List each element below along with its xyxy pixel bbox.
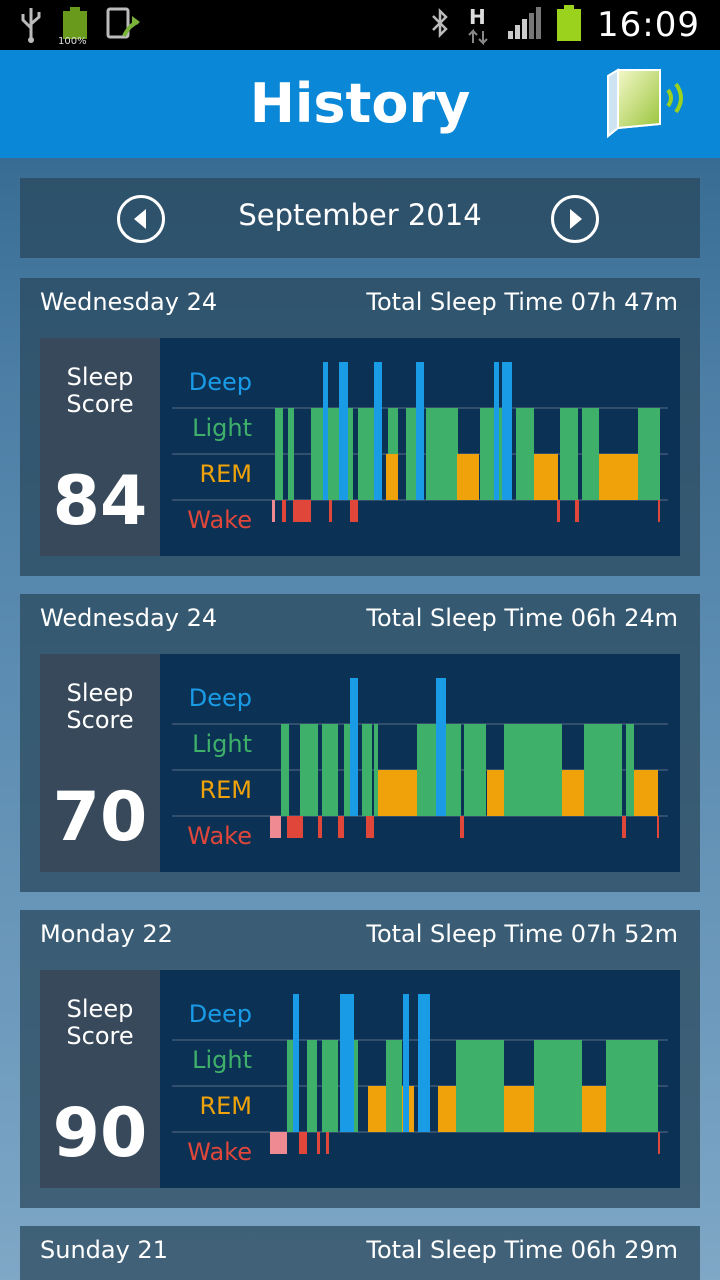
signal-icon xyxy=(507,7,542,43)
battery-percent-label: 100% xyxy=(58,36,87,47)
stage-label-wake: Wake xyxy=(187,1138,252,1166)
night-card[interactable]: Wednesday 24 Total Sleep Time 07h 47m Sl… xyxy=(20,278,700,576)
app-header: History xyxy=(0,50,720,158)
sleep-score-label: Sleep Score xyxy=(66,679,134,734)
stage-label-deep: Deep xyxy=(188,684,252,712)
sleep-score-label: Sleep Score xyxy=(66,363,134,418)
next-month-button[interactable] xyxy=(551,195,599,243)
night-day-label: Monday 22 xyxy=(40,920,173,948)
battery-icon xyxy=(557,5,582,45)
status-left: 100% xyxy=(18,4,142,48)
stage-label-rem: REM xyxy=(199,1092,252,1120)
sleep-score-value: 90 xyxy=(52,1094,148,1173)
hypnogram-chart: Deep Light REM Wake xyxy=(160,654,680,872)
stage-label-light: Light xyxy=(192,1046,252,1074)
stage-label-light: Light xyxy=(192,414,252,442)
usb-icon xyxy=(18,4,44,48)
sleep-score-box: Sleep Score 90 xyxy=(40,970,160,1188)
month-navigator: September 2014 xyxy=(20,178,700,258)
sleep-score-value: 70 xyxy=(52,778,148,857)
bluetooth-icon xyxy=(429,7,451,43)
sleep-device-wireless-icon[interactable] xyxy=(604,68,690,144)
sleep-score-value: 84 xyxy=(52,462,148,541)
total-sleep-time: Total Sleep Time 06h 29m xyxy=(366,1236,678,1264)
sleep-score-box: Sleep Score 70 xyxy=(40,654,160,872)
hypnogram-graphic xyxy=(172,994,668,1154)
stage-label-light: Light xyxy=(192,730,252,758)
night-day-label: Wednesday 24 xyxy=(40,288,218,316)
chevron-left-icon xyxy=(134,209,146,229)
stage-label-wake: Wake xyxy=(187,506,252,534)
page-title: History xyxy=(249,72,471,135)
network-arrows-icon: H xyxy=(467,5,491,45)
month-label: September 2014 xyxy=(238,198,482,232)
night-day-label: Sunday 21 xyxy=(40,1236,168,1264)
night-card[interactable]: Sunday 21 Total Sleep Time 06h 29m xyxy=(20,1226,700,1280)
hypnogram-chart: Deep Light REM Wake xyxy=(160,338,680,556)
stage-label-deep: Deep xyxy=(188,368,252,396)
hypnogram-chart: Deep Light REM Wake xyxy=(160,970,680,1188)
status-bar: 100% H 16:09 xyxy=(0,0,720,50)
stage-label-deep: Deep xyxy=(188,1000,252,1028)
previous-month-button[interactable] xyxy=(117,195,165,243)
chevron-right-icon xyxy=(570,209,582,229)
status-right: H 16:09 xyxy=(429,0,700,50)
sleep-score-label: Sleep Score xyxy=(66,995,134,1050)
night-card[interactable]: Wednesday 24 Total Sleep Time 06h 24m Sl… xyxy=(20,594,700,892)
total-sleep-time: Total Sleep Time 07h 52m xyxy=(366,920,678,948)
status-clock: 16:09 xyxy=(597,5,700,45)
battery-icon: 100% xyxy=(58,7,88,47)
sync-icon xyxy=(106,6,142,46)
night-day-label: Wednesday 24 xyxy=(40,604,218,632)
hypnogram-graphic xyxy=(172,678,668,838)
total-sleep-time: Total Sleep Time 06h 24m xyxy=(366,604,678,632)
stage-label-wake: Wake xyxy=(187,822,252,850)
total-sleep-time: Total Sleep Time 07h 47m xyxy=(366,288,678,316)
night-card[interactable]: Monday 22 Total Sleep Time 07h 52m Sleep… xyxy=(20,910,700,1208)
stage-label-rem: REM xyxy=(199,460,252,488)
stage-label-rem: REM xyxy=(199,776,252,804)
sleep-score-box: Sleep Score 84 xyxy=(40,338,160,556)
hypnogram-graphic xyxy=(172,362,668,522)
network-type-label: H xyxy=(469,5,486,29)
